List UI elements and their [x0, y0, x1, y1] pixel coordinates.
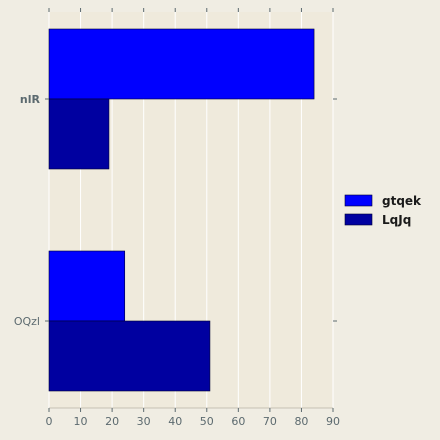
x-tick-label: 40 — [168, 415, 182, 428]
x-axis-ticks: 0 10 20 30 40 50 60 70 80 90 — [46, 8, 340, 428]
x-tick-label: 60 — [231, 415, 245, 428]
legend-label-LqJq: LqJq — [382, 213, 411, 227]
bar-LqJq-nlR — [48, 98, 110, 170]
legend: gtqek LqJq — [344, 194, 422, 227]
bar-gtqek-OQzl — [48, 250, 126, 322]
bars — [48, 28, 315, 392]
legend-label-gtqek: gtqek — [382, 194, 422, 208]
y-tick-label: nlR — [20, 93, 41, 106]
y-tick-label: OQzl — [14, 315, 40, 328]
x-tick-label: 50 — [200, 415, 214, 428]
legend-swatch-LqJq — [344, 213, 373, 226]
x-tick-label: 20 — [105, 415, 119, 428]
x-tick-label: 90 — [326, 415, 340, 428]
x-tick-label: 70 — [263, 415, 277, 428]
x-tick-label: 80 — [294, 415, 308, 428]
y-axis-ticks: nlR OQzl — [14, 93, 337, 328]
bar-gtqek-nlR — [48, 28, 315, 100]
legend-swatch-gtqek — [344, 194, 373, 207]
x-tick-label: 30 — [137, 415, 151, 428]
bar-LqJq-OQzl — [48, 320, 211, 392]
x-tick-label: 0 — [46, 415, 53, 428]
x-tick-label: 10 — [74, 415, 88, 428]
